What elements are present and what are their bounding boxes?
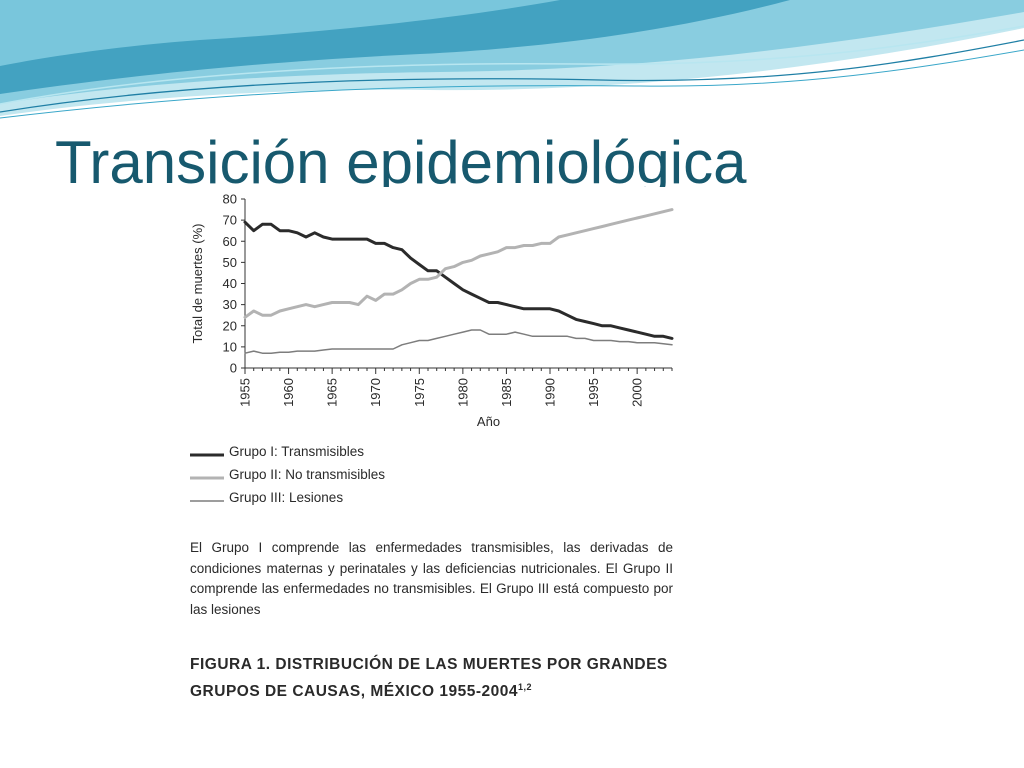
figure-description: El Grupo I comprende las enfermedades tr… [190,540,673,617]
wave-line-2 [0,49,1024,119]
legend-swatch-group3 [190,500,224,502]
y-tick-label: 0 [230,361,237,376]
figure-caption-superscript: 1,2 [517,682,532,692]
x-tick-label: 2000 [630,378,645,407]
legend-label-group2: Grupo II: No transmisibles [229,467,386,482]
header-wave-decoration [0,0,1024,119]
legend-item-group3: Grupo III: Lesiones [188,488,675,511]
wave-line-3 [0,25,1024,105]
legend-swatch-group1 [190,453,224,457]
x-tick-label: 1975 [412,378,427,407]
x-tick-label: 1980 [455,378,470,407]
y-tick-label: 40 [223,276,237,291]
x-tick-label: 1995 [586,378,601,407]
x-tick-label: 1955 [238,378,253,407]
y-tick-label: 70 [223,213,237,228]
legend-swatch-group2 [190,476,224,480]
x-tick-label: 1960 [281,378,296,407]
y-tick-label: 80 [223,192,237,207]
x-axis-label: Año [477,414,500,429]
wave-fill-top [0,0,560,66]
x-tick-label: 1970 [368,378,383,407]
x-tick-label: 1965 [325,378,340,407]
figure-caption-text: FIGURA 1. DISTRIBUCIÓN DE LAS MUERTES PO… [190,656,668,701]
y-tick-label: 60 [223,234,237,249]
slide-title: Transición epidemiológica [55,129,747,196]
figure-image: 0 10 20 30 40 50 60 70 80 1955 1960 1965 1970 1975 198… [188,187,675,708]
legend-label-group1: Grupo I: Transmisibles [229,444,365,459]
y-tick-label: 50 [223,255,237,270]
x-tick-label: 1985 [499,378,514,407]
legend-item-group1: Grupo I: Transmisibles [188,442,675,465]
y-axis-label: Total de muertes (%) [190,224,205,344]
legend-label-group3: Grupo III: Lesiones [229,490,344,505]
wave-line-1 [0,39,1024,113]
chart-legend: Grupo I: Transmisibles Grupo II: No tran… [188,442,675,511]
y-tick-label: 10 [223,339,237,354]
figure-caption: FIGURA 1. DISTRIBUCIÓN DE LAS MUERTES PO… [190,654,675,703]
line-chart: 0 10 20 30 40 50 60 70 80 1955 1960 1965 1970 1975 198… [190,192,674,429]
series-line-group2 [243,208,674,319]
series-line-group3 [244,329,673,354]
x-tick-label: 1990 [543,378,558,407]
legend-item-group2: Grupo II: No transmisibles [188,465,675,488]
y-tick-label: 20 [223,318,237,333]
series-line-group1 [243,220,674,340]
y-tick-label: 30 [223,297,237,312]
